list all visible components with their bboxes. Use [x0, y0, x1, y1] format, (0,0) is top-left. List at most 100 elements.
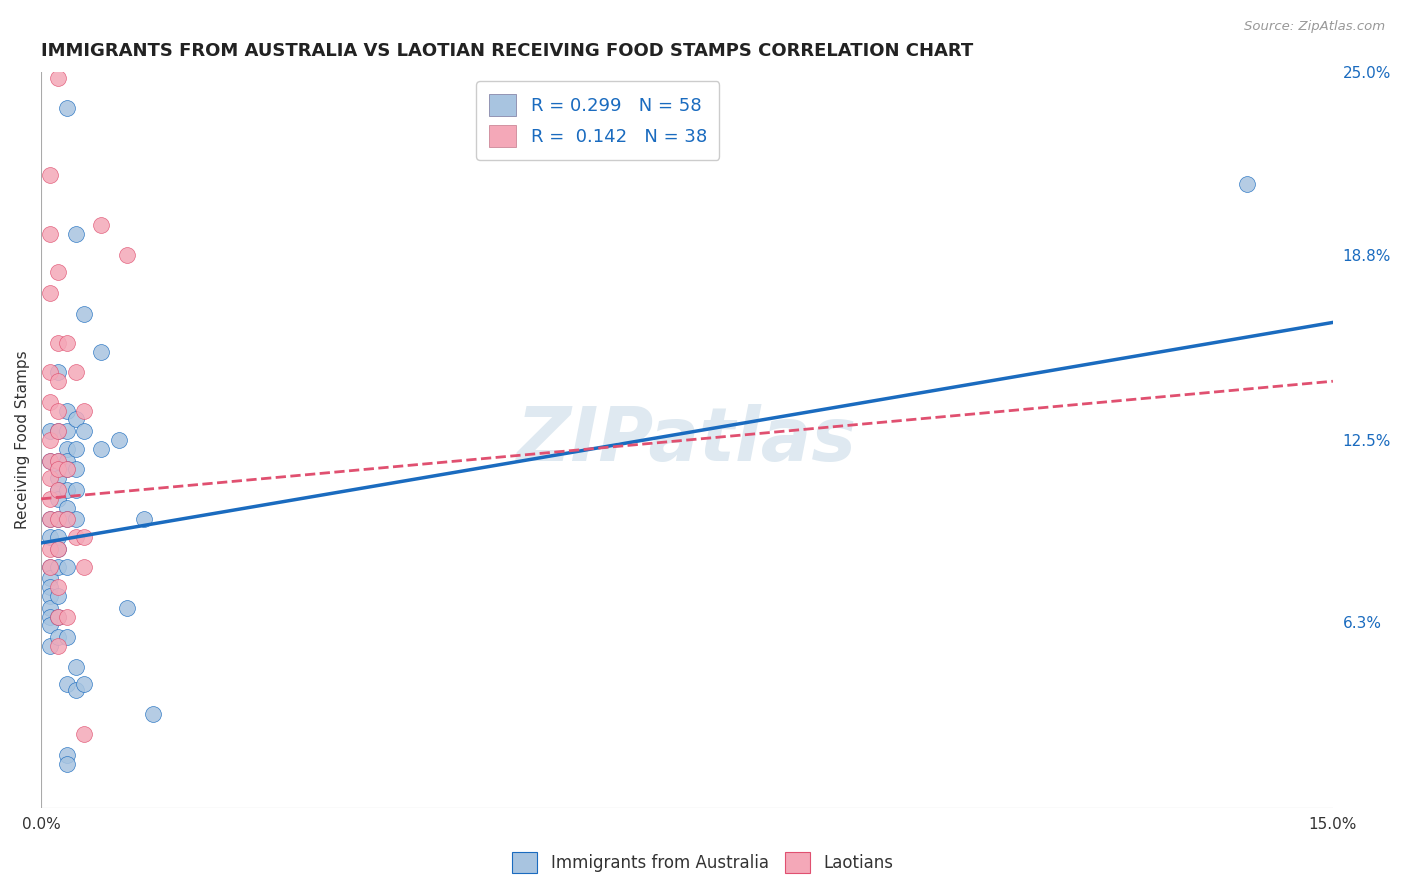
Point — [46, 462, 69, 476]
Point — [46, 483, 69, 497]
Point — [65, 512, 87, 526]
Text: Source: ZipAtlas.com: Source: ZipAtlas.com — [1244, 20, 1385, 33]
Point — [73, 307, 96, 321]
Point — [56, 609, 79, 624]
Point — [46, 559, 69, 574]
Point — [73, 727, 96, 741]
Point — [38, 609, 60, 624]
Point — [56, 756, 79, 771]
Point — [56, 101, 79, 115]
Point — [38, 530, 60, 544]
Point — [56, 747, 79, 762]
Point — [46, 424, 69, 438]
Point — [38, 169, 60, 183]
Point — [56, 500, 79, 515]
Point — [73, 530, 96, 544]
Point — [56, 677, 79, 691]
Point — [65, 412, 87, 426]
Point — [65, 227, 87, 242]
Point — [38, 580, 60, 594]
Point — [38, 559, 60, 574]
Point — [46, 403, 69, 417]
Point — [38, 491, 60, 506]
Point — [46, 71, 69, 86]
Point — [56, 403, 79, 417]
Legend: Immigrants from Australia, Laotians: Immigrants from Australia, Laotians — [506, 846, 900, 880]
Text: IMMIGRANTS FROM AUSTRALIA VS LAOTIAN RECEIVING FOOD STAMPS CORRELATION CHART: IMMIGRANTS FROM AUSTRALIA VS LAOTIAN REC… — [41, 42, 973, 60]
Point — [65, 659, 87, 673]
Point — [56, 336, 79, 351]
Point — [46, 265, 69, 279]
Point — [38, 639, 60, 653]
Point — [46, 483, 69, 497]
Point — [56, 630, 79, 644]
Point — [46, 609, 69, 624]
Point — [56, 424, 79, 438]
Point — [56, 462, 79, 476]
Point — [46, 630, 69, 644]
Point — [56, 453, 79, 467]
Point — [38, 571, 60, 585]
Point — [90, 442, 112, 456]
Point — [65, 442, 87, 456]
Point — [38, 394, 60, 409]
Point — [56, 512, 79, 526]
Point — [65, 462, 87, 476]
Point — [46, 580, 69, 594]
Point — [1236, 177, 1258, 191]
Point — [90, 344, 112, 359]
Point — [46, 512, 69, 526]
Point — [38, 453, 60, 467]
Point — [46, 512, 69, 526]
Point — [38, 618, 60, 632]
Point — [46, 609, 69, 624]
Point — [38, 600, 60, 615]
Legend: R = 0.299   N = 58, R =  0.142   N = 38: R = 0.299 N = 58, R = 0.142 N = 38 — [477, 81, 720, 160]
Point — [46, 424, 69, 438]
Point — [73, 403, 96, 417]
Point — [46, 336, 69, 351]
Point — [38, 471, 60, 485]
Point — [38, 512, 60, 526]
Point — [38, 453, 60, 467]
Point — [73, 424, 96, 438]
Text: ZIPatlas: ZIPatlas — [517, 403, 858, 476]
Point — [56, 462, 79, 476]
Point — [46, 453, 69, 467]
Point — [115, 600, 138, 615]
Point — [56, 559, 79, 574]
Point — [46, 471, 69, 485]
Point — [65, 483, 87, 497]
Point — [46, 462, 69, 476]
Point — [38, 559, 60, 574]
Point — [107, 433, 129, 447]
Point — [46, 491, 69, 506]
Point — [115, 248, 138, 262]
Point — [46, 374, 69, 388]
Point — [38, 365, 60, 379]
Point — [38, 541, 60, 556]
Point — [38, 589, 60, 603]
Point — [90, 219, 112, 233]
Point — [56, 483, 79, 497]
Point — [38, 227, 60, 242]
Point — [46, 365, 69, 379]
Point — [65, 683, 87, 698]
Point — [38, 424, 60, 438]
Point — [56, 442, 79, 456]
Y-axis label: Receiving Food Stamps: Receiving Food Stamps — [15, 351, 30, 529]
Point — [46, 453, 69, 467]
Point — [38, 433, 60, 447]
Point — [65, 530, 87, 544]
Point — [46, 639, 69, 653]
Point — [46, 530, 69, 544]
Point — [46, 541, 69, 556]
Point — [73, 677, 96, 691]
Point — [142, 706, 165, 721]
Point — [38, 512, 60, 526]
Point — [56, 512, 79, 526]
Point — [65, 365, 87, 379]
Point — [73, 559, 96, 574]
Point — [38, 285, 60, 300]
Point — [46, 589, 69, 603]
